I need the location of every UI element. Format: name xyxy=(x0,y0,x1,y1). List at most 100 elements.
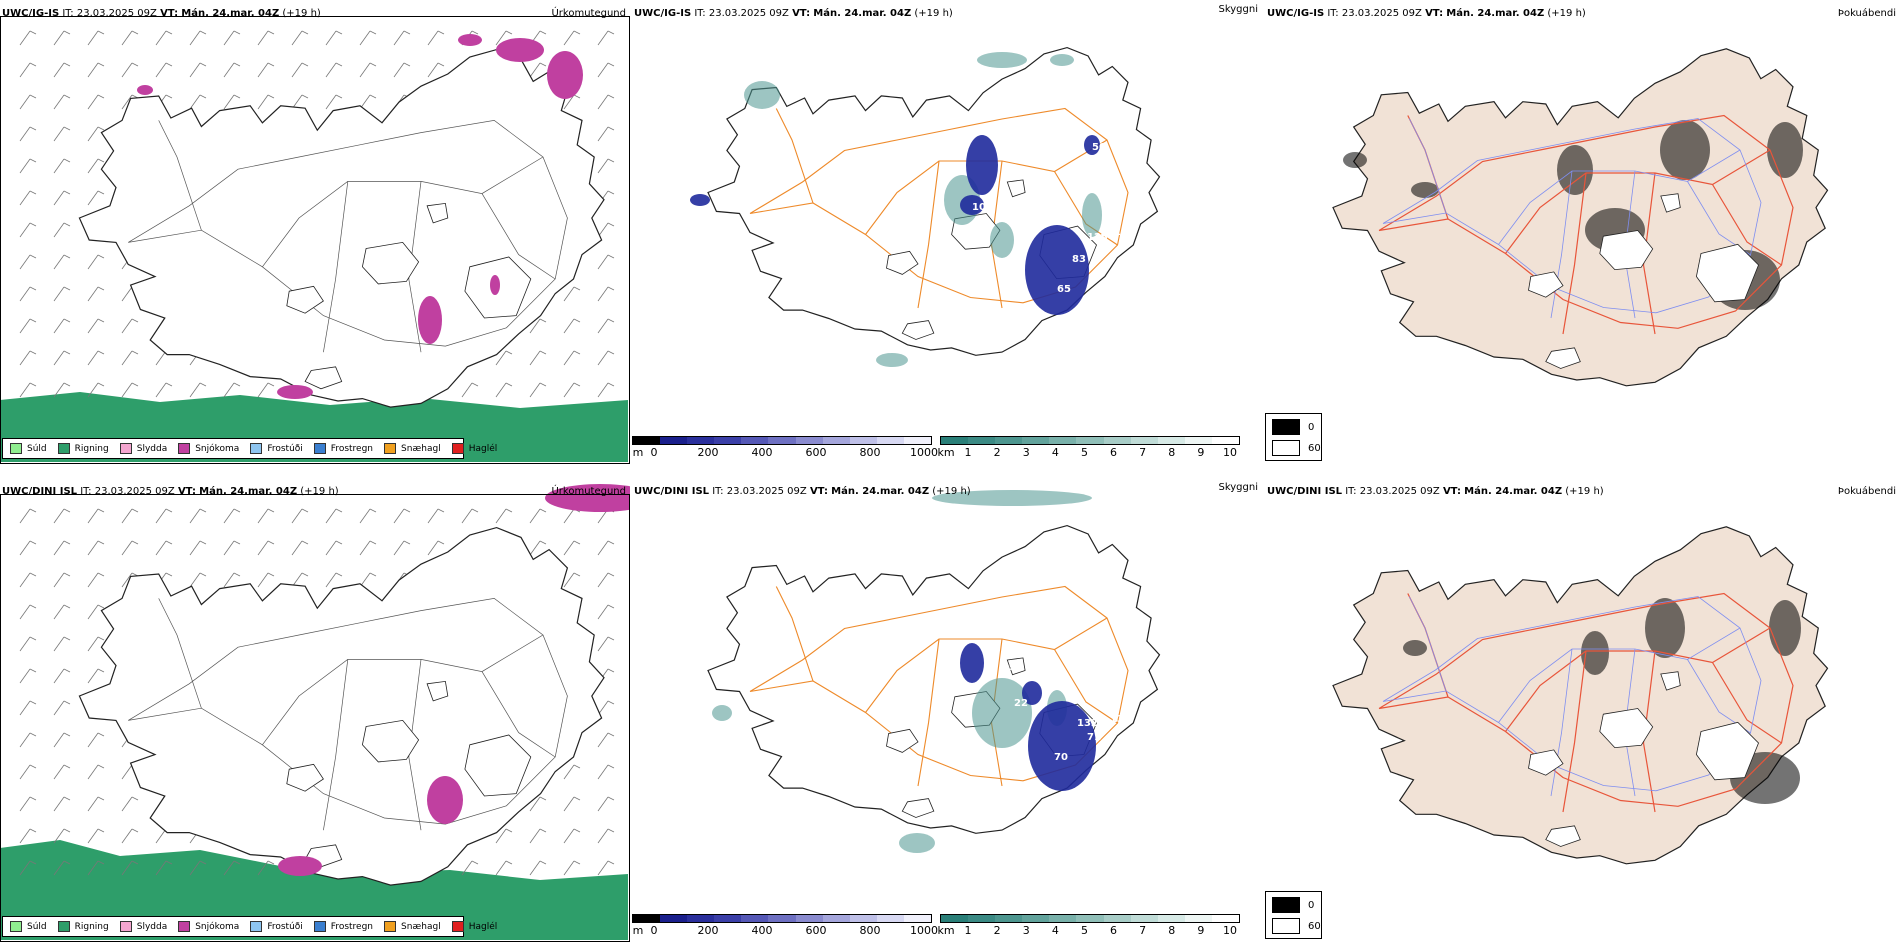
scale-color-step xyxy=(633,915,661,922)
wind-barb xyxy=(427,540,445,556)
precip-legend-item: Súld xyxy=(10,921,47,932)
wind-barb xyxy=(427,508,445,524)
ceiling-area xyxy=(1025,225,1089,315)
wind-barb xyxy=(155,62,173,78)
vt-value: Mán. 24.mar. 04Z xyxy=(813,8,912,19)
glacier-outline xyxy=(464,734,532,797)
glacier-outline xyxy=(1599,708,1654,749)
visibility-area xyxy=(744,81,780,109)
ceiling-scale: m 0 200 400 600 800 1000 xyxy=(632,436,938,459)
precip-legend-swatch xyxy=(384,443,397,454)
panel-title: Þokuábendi xyxy=(1837,486,1896,497)
wind-barb xyxy=(87,540,105,556)
wind-barb xyxy=(597,636,615,652)
vt-label: VT: xyxy=(1425,8,1444,19)
fog-area xyxy=(1660,120,1710,180)
road-line xyxy=(1505,149,1771,254)
ceiling-area xyxy=(690,194,710,206)
precip-legend-swatch xyxy=(10,921,22,932)
wind-barb xyxy=(563,572,581,588)
wind-barb xyxy=(359,508,377,524)
wind-barb xyxy=(121,796,139,812)
road-line xyxy=(917,638,940,787)
wind-barb xyxy=(87,158,105,174)
wind-barb xyxy=(495,508,513,524)
fog-area xyxy=(1769,600,1801,656)
wind-barb xyxy=(597,30,615,46)
fog-area xyxy=(1557,145,1593,195)
wind-barb xyxy=(53,94,71,110)
visibility-scale: km 1 2 3 4 5 6 7 8 9 10 xyxy=(937,914,1240,937)
wind-barb xyxy=(325,508,343,524)
precip-legend-item: Snæhagl xyxy=(384,443,441,454)
wind-barb xyxy=(189,382,207,398)
vt-value: Mán. 24.mar. 04Z xyxy=(1446,8,1545,19)
wind-barb xyxy=(53,30,71,46)
ceiling-label: 134 xyxy=(1037,184,1058,195)
wind-barb xyxy=(597,540,615,556)
precip-legend-label: Súld xyxy=(27,921,47,932)
road-line xyxy=(408,659,422,831)
river-line xyxy=(1382,118,1762,314)
wind-barb xyxy=(189,860,207,876)
wind-barb xyxy=(121,62,139,78)
wind-barb xyxy=(597,860,615,876)
wind-barb xyxy=(597,764,615,780)
wind-barb xyxy=(223,540,241,556)
wind-barb xyxy=(461,860,479,876)
scale-color-step xyxy=(768,437,796,444)
scale-tick-label: 1000 xyxy=(910,924,938,937)
wind-barb xyxy=(597,158,615,174)
it-value: 23.03.2025 09Z xyxy=(726,486,807,497)
road-line xyxy=(1054,649,1118,724)
wind-barb xyxy=(189,508,207,524)
panel-title: Úrkomutegund xyxy=(551,486,626,497)
wind-barb xyxy=(155,860,173,876)
road-line xyxy=(1562,650,1587,813)
wind-barb xyxy=(53,764,71,780)
wind-barb xyxy=(53,286,71,302)
ceiling-label: 100 xyxy=(972,202,993,213)
wind-barb xyxy=(359,62,377,78)
wind-barb xyxy=(53,158,71,174)
river-line xyxy=(1550,170,1573,319)
wind-barb xyxy=(19,604,37,620)
fog-legend-label: 60 xyxy=(1308,442,1321,454)
scale-tick-label: 400 xyxy=(751,446,773,459)
header-row1-vis: UWC/IG-IS IT: 23.03.2025 09Z VT: Mán. 24… xyxy=(634,4,1258,20)
road-line xyxy=(775,108,814,204)
scale-color-step xyxy=(1211,437,1240,444)
road-line xyxy=(1711,184,1782,266)
ceiling-label: 50 xyxy=(1092,142,1106,153)
glacier-outline xyxy=(304,366,343,390)
precip-legend-item: Rigning xyxy=(57,443,109,454)
panel-fog-index-row2: UWC/DINI ISL IT: 23.03.2025 09Z VT: Mán.… xyxy=(1265,478,1900,946)
scale-color-step xyxy=(903,915,932,922)
visibility-scale: km 1 2 3 4 5 6 7 8 9 10 xyxy=(937,436,1240,459)
ceiling-area xyxy=(966,135,998,195)
wind-barb xyxy=(19,350,37,366)
vt-value: Mán. 24.mar. 04Z xyxy=(199,486,298,497)
wind-barb xyxy=(87,604,105,620)
scale-color-step xyxy=(768,915,796,922)
precip-legend-item: Snjókoma xyxy=(178,443,239,454)
panel-title: Skyggni xyxy=(1218,4,1258,15)
wind-barb xyxy=(529,828,547,844)
scale-tick-label: 800 xyxy=(859,446,881,459)
it-label: IT: xyxy=(80,486,92,497)
wind-barb xyxy=(359,540,377,556)
wind-barb xyxy=(53,796,71,812)
wind-barb xyxy=(597,286,615,302)
precip-legend-swatch xyxy=(313,443,326,454)
wind-barb xyxy=(87,94,105,110)
scale-color-step xyxy=(795,437,823,444)
scale-color-step xyxy=(633,437,661,444)
precip-legend-item: Frostregn xyxy=(313,443,373,454)
road-line xyxy=(158,598,202,709)
scale-color-step xyxy=(941,437,969,444)
scale-color-step xyxy=(660,437,688,444)
ceiling-label: 111 xyxy=(1100,227,1121,238)
it-label: IT: xyxy=(1327,8,1339,19)
glacier-outline xyxy=(426,202,449,224)
